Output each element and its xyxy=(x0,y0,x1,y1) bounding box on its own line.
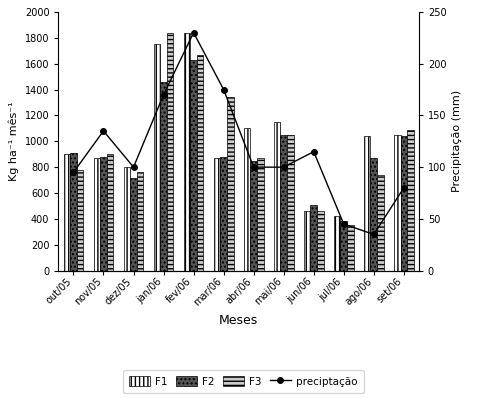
Bar xyxy=(340,221,347,271)
Bar xyxy=(94,158,100,271)
Bar xyxy=(257,158,263,271)
Bar xyxy=(100,157,107,271)
Bar xyxy=(244,128,250,271)
Bar xyxy=(124,167,130,271)
Bar xyxy=(317,211,324,271)
Bar xyxy=(160,82,167,271)
Bar xyxy=(107,154,113,271)
Bar xyxy=(310,205,317,271)
Bar xyxy=(274,122,281,271)
Y-axis label: Kg ha⁻¹ mês⁻¹: Kg ha⁻¹ mês⁻¹ xyxy=(9,101,19,181)
Bar xyxy=(220,157,227,271)
Bar xyxy=(227,97,234,271)
Bar xyxy=(130,178,137,271)
Bar xyxy=(137,172,144,271)
Bar xyxy=(394,135,400,271)
Bar xyxy=(70,153,77,271)
Bar xyxy=(371,158,377,271)
Bar xyxy=(334,217,340,271)
Bar xyxy=(304,211,310,271)
Bar xyxy=(407,130,414,271)
Legend: F1, F2, F3, preciptação: F1, F2, F3, preciptação xyxy=(123,370,364,393)
Bar xyxy=(190,60,197,271)
Bar xyxy=(167,33,173,271)
X-axis label: Meses: Meses xyxy=(219,314,258,327)
Bar xyxy=(250,161,257,271)
Bar xyxy=(153,44,160,271)
Bar xyxy=(377,175,384,271)
Bar xyxy=(214,158,220,271)
Bar xyxy=(287,135,294,271)
Y-axis label: Precipitação (mm): Precipitação (mm) xyxy=(452,90,462,192)
Bar xyxy=(184,33,190,271)
Bar xyxy=(63,154,70,271)
Bar xyxy=(347,225,354,271)
Bar xyxy=(77,170,83,271)
Bar xyxy=(400,136,407,271)
Bar xyxy=(281,135,287,271)
Bar xyxy=(364,136,371,271)
Bar xyxy=(197,55,204,271)
